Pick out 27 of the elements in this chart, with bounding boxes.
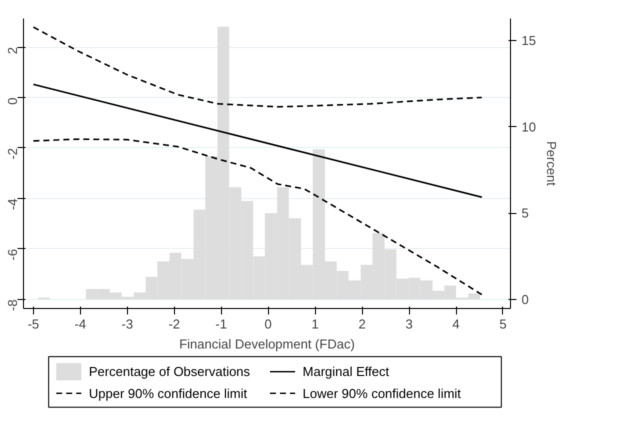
y-tick-label: 0 bbox=[5, 97, 20, 105]
legend-label: Marginal Effect bbox=[302, 364, 390, 380]
x-tick-label: -3 bbox=[122, 316, 134, 332]
x-tick-label: 3 bbox=[405, 316, 413, 332]
legend-label: Lower 90% confidence limit bbox=[302, 386, 462, 401]
x-tick-label: 0 bbox=[264, 316, 272, 332]
x-tick-label: 2 bbox=[358, 316, 366, 332]
x-tick-label: -1 bbox=[215, 316, 227, 332]
y-tick-label: -4 bbox=[5, 198, 20, 210]
y-tick-label: -2 bbox=[5, 148, 20, 160]
x-tick-label: -4 bbox=[74, 316, 86, 332]
x-tick-label: -5 bbox=[28, 316, 40, 332]
y2-tick-label: 0 bbox=[522, 292, 529, 307]
legend-label: Upper 90% confidence limit bbox=[88, 386, 248, 401]
x-tick-label: 4 bbox=[452, 316, 460, 332]
x-tick-label: 5 bbox=[499, 316, 507, 332]
x-tick-label: 1 bbox=[312, 316, 319, 332]
y-tick-label: -8 bbox=[5, 299, 20, 311]
x-tick-label: -2 bbox=[168, 316, 180, 332]
y-tick-label: 2 bbox=[5, 47, 20, 54]
y2-tick-label: 5 bbox=[522, 206, 529, 221]
y2-tick-label: 10 bbox=[522, 119, 536, 134]
legend-label: Percentage of Observations bbox=[88, 364, 251, 380]
y-tick-label: -6 bbox=[5, 248, 20, 260]
x-axis-title: Financial Development (FDac) bbox=[179, 336, 355, 352]
y2-axis-title: Percent bbox=[544, 141, 559, 186]
y2-tick-label: 15 bbox=[522, 33, 536, 48]
